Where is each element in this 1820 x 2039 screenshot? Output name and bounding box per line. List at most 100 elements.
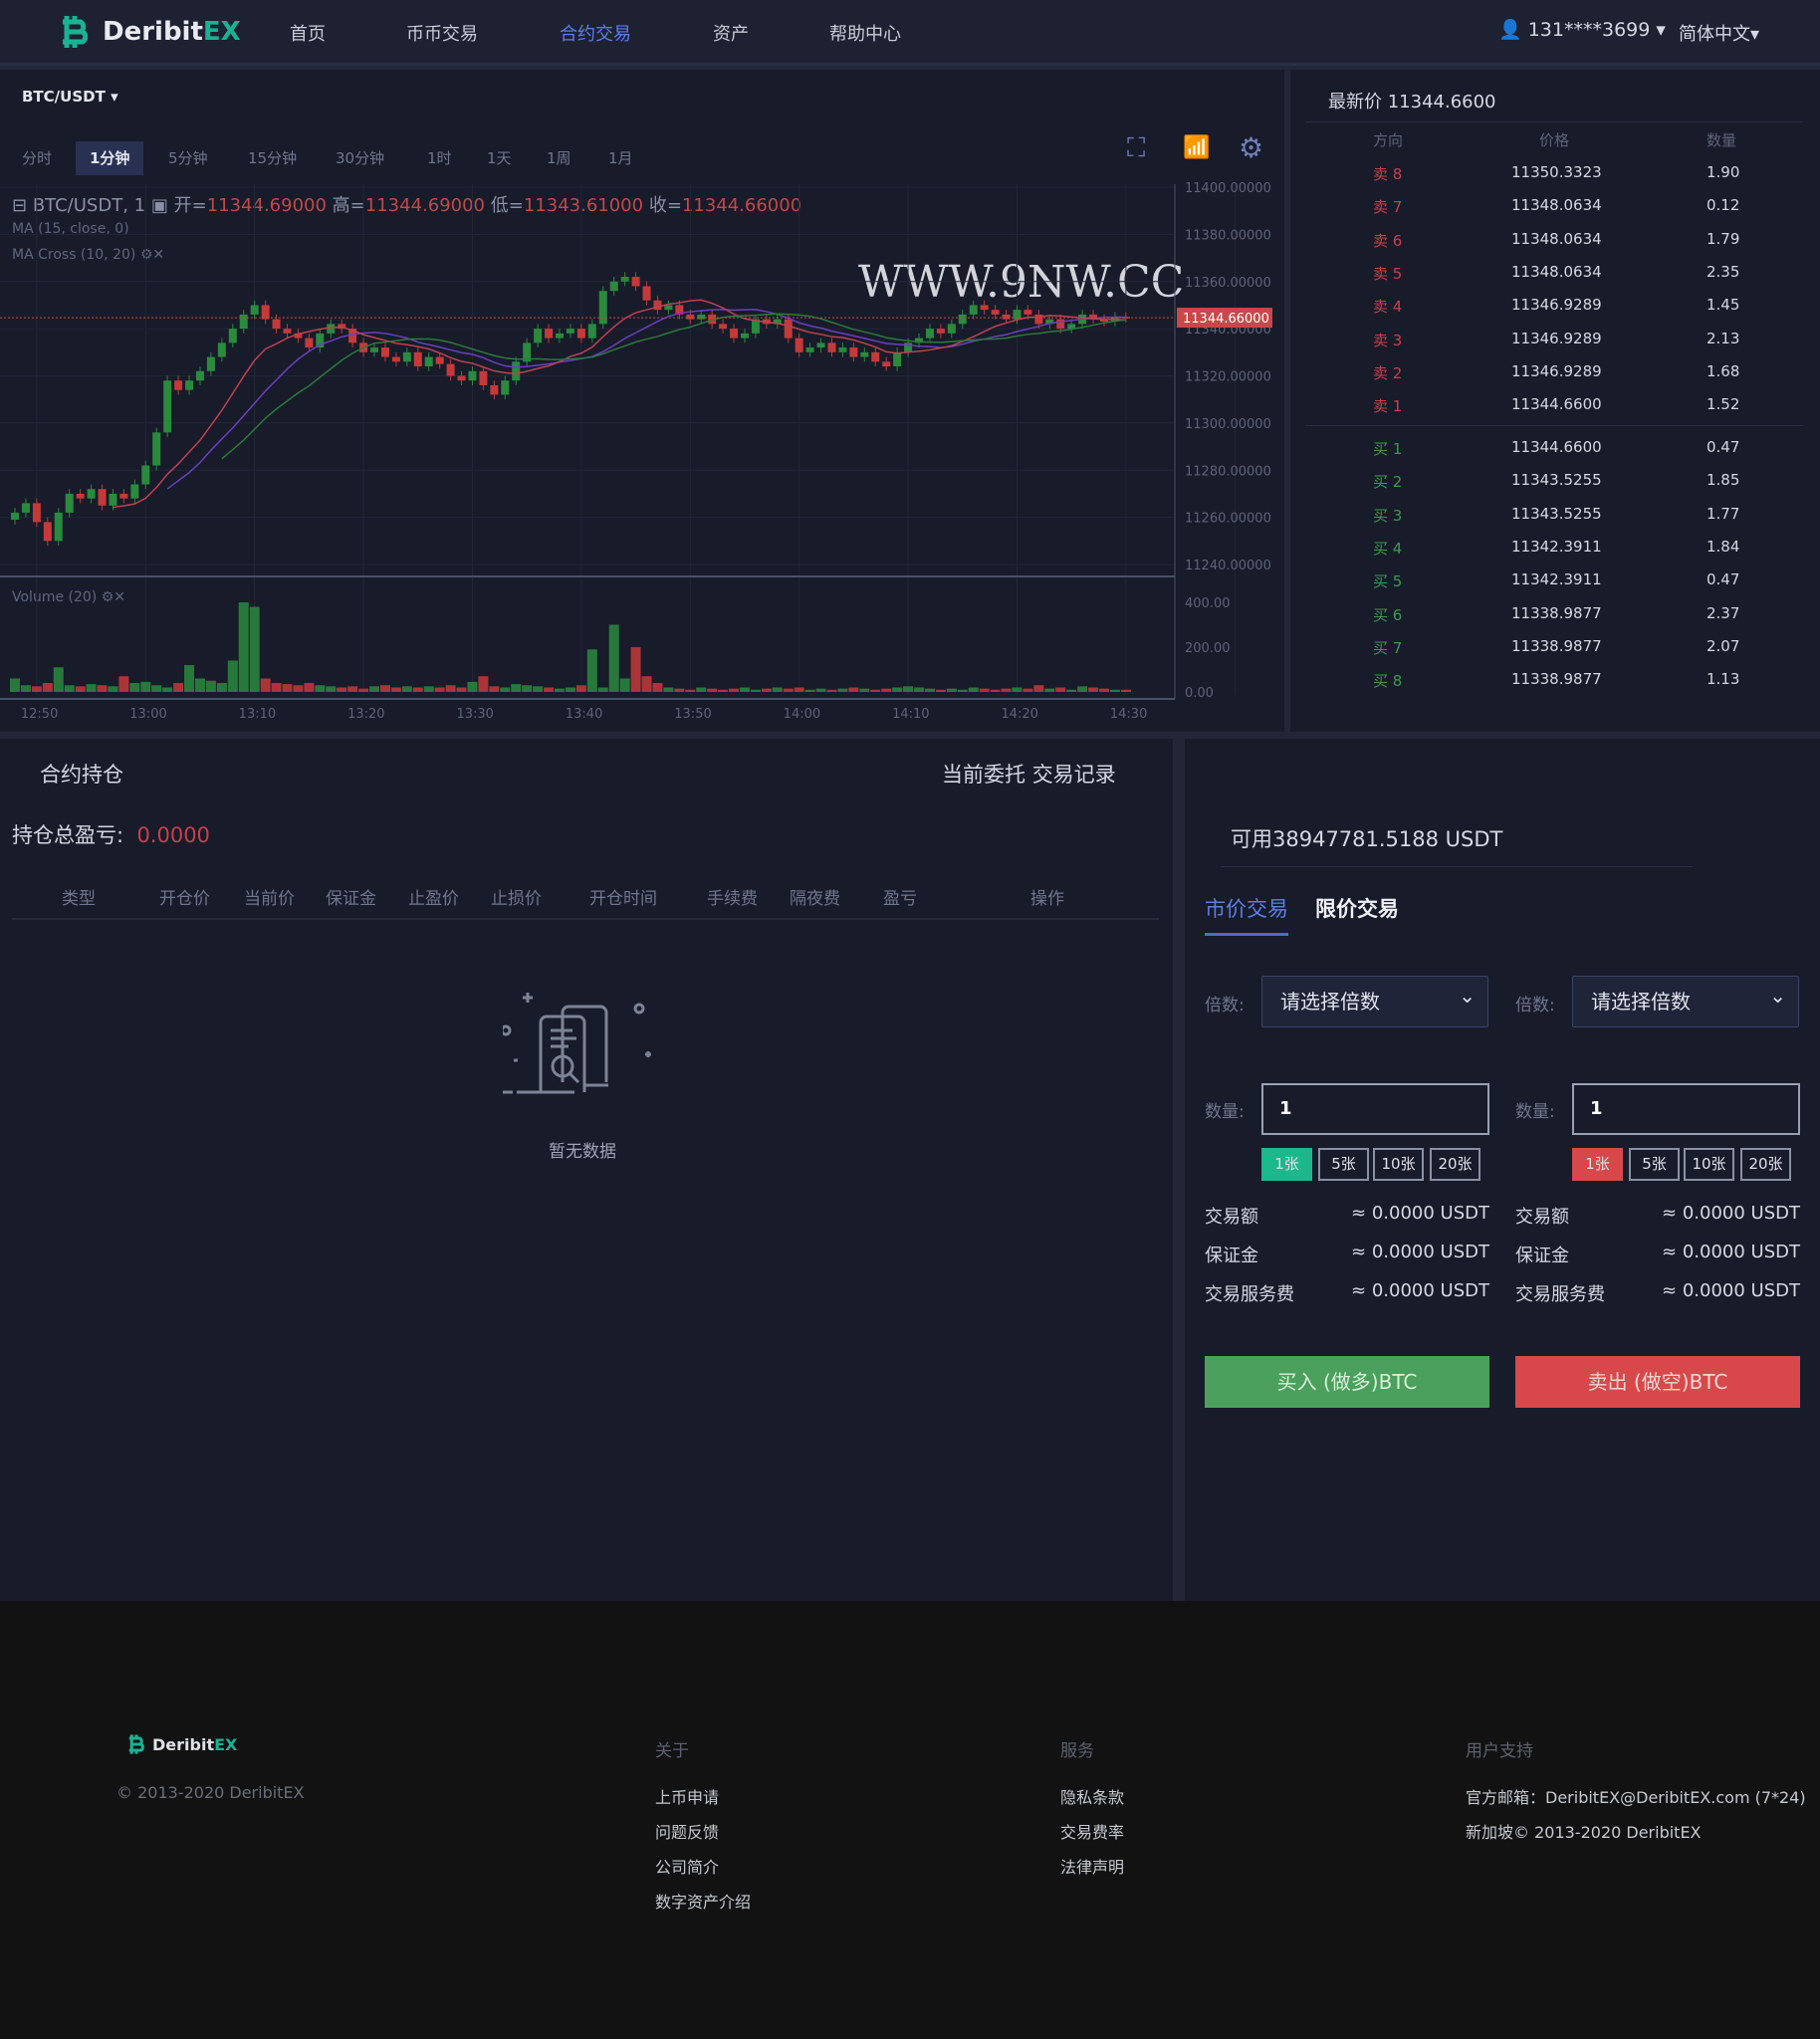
timeframe-tab[interactable]: 1时 — [427, 149, 452, 167]
volume-bar — [173, 683, 184, 692]
ask-row[interactable]: 卖 4 11346.9289 1.45 — [1290, 296, 1820, 329]
ask-row[interactable]: 卖 3 11346.9289 2.13 — [1290, 330, 1820, 362]
bid-row[interactable]: 买 7 11338.9877 2.07 — [1290, 637, 1820, 670]
user-menu[interactable]: 👤 131****3699 ▾ — [1498, 18, 1666, 41]
bid-row[interactable]: 买 8 11338.9877 1.13 — [1290, 670, 1820, 703]
support-email[interactable]: 官方邮箱：DeribitEX@DeribitEX.com (7*24) — [1466, 1788, 1806, 1807]
support-region: 新加坡© 2013-2020 DeribitEX — [1466, 1823, 1702, 1842]
tab-limit-order[interactable]: 限价交易 — [1315, 897, 1399, 921]
volume-bar — [227, 660, 238, 692]
footer-link[interactable]: 隐私条款 — [1060, 1788, 1125, 1807]
tab-open-orders[interactable]: 当前委托 — [942, 763, 1025, 787]
pair-selector[interactable]: BTC/USDT ▾ — [22, 88, 118, 106]
quantity-input[interactable]: 1 — [1261, 1083, 1489, 1135]
bid-row[interactable]: 买 5 11342.3911 0.47 — [1290, 570, 1820, 603]
settings-small-icon[interactable]: ▣ — [150, 195, 168, 216]
nav-home[interactable]: 首页 — [290, 24, 326, 45]
footer-link[interactable]: 交易费率 — [1060, 1823, 1125, 1842]
volume-bar — [434, 687, 445, 692]
volume-bar — [97, 685, 108, 692]
footer-logo[interactable]: DeribitEX — [124, 1732, 237, 1756]
quick-qty-20张[interactable]: 20张 — [1430, 1148, 1480, 1181]
timeframe-tab[interactable]: 15分钟 — [248, 149, 298, 167]
quick-qty-1张[interactable]: 1张 — [1572, 1148, 1623, 1181]
quick-qty-10张[interactable]: 10张 — [1684, 1148, 1734, 1181]
fullscreen-icon[interactable]: ⛶ — [1127, 133, 1146, 163]
divider — [12, 918, 1159, 920]
open-label: 开= — [173, 195, 207, 216]
timeframe-tab[interactable]: 分时 — [22, 149, 53, 167]
brand-logo[interactable]: DeribitEX — [55, 12, 241, 52]
ask-row[interactable]: 卖 5 11348.0634 2.35 — [1290, 263, 1820, 296]
nav-spot[interactable]: 币币交易 — [406, 24, 478, 45]
timeframe-tab[interactable]: 5分钟 — [168, 149, 208, 167]
study-settings-icon[interactable]: ⚙ — [139, 247, 153, 263]
timeframe-tab[interactable]: 1月 — [608, 149, 633, 167]
volume-bar — [674, 688, 685, 692]
ask-row[interactable]: 卖 8 11350.3323 1.90 — [1290, 163, 1820, 196]
price: 11338.9877 — [1511, 603, 1602, 622]
language-menu[interactable]: 简体中文▾ — [1679, 20, 1759, 46]
volume-bar — [412, 687, 423, 692]
collapse-icon[interactable]: ⊟ — [12, 195, 28, 216]
high-value: 11344.69000 — [364, 195, 486, 216]
volume-bar — [619, 678, 630, 692]
volume-bar — [990, 689, 1001, 692]
nav-assets[interactable]: 资产 — [713, 24, 749, 45]
candle — [882, 361, 891, 367]
bid-row[interactable]: 买 1 11344.6600 0.47 — [1290, 438, 1820, 471]
quick-qty-1张[interactable]: 1张 — [1261, 1148, 1312, 1181]
bitcoin-logo-icon — [128, 1734, 144, 1754]
price-tick-label: 11400.00000 — [1185, 181, 1271, 196]
sell-short-button[interactable]: 卖出 (做空)BTC — [1515, 1356, 1800, 1408]
ohlc-legend: ⊟ BTC/USDT, 1 ▣ 开=11344.69000 高=11344.69… — [12, 191, 801, 217]
bid-row[interactable]: 买 4 11342.3911 1.84 — [1290, 538, 1820, 570]
quick-qty-20张[interactable]: 20张 — [1740, 1148, 1791, 1181]
study-settings-icon[interactable]: ⚙ — [101, 589, 114, 605]
quick-qty-5张[interactable]: 5张 — [1318, 1148, 1369, 1181]
study-close-icon[interactable]: ✕ — [114, 589, 126, 605]
footer-link[interactable]: 法律声明 — [1060, 1858, 1125, 1877]
footer-link[interactable]: 上币申请 — [655, 1788, 720, 1807]
ask-row[interactable]: 卖 1 11344.6600 1.52 — [1290, 395, 1820, 428]
timeframe-tab[interactable]: 1周 — [547, 149, 571, 167]
study-close-icon[interactable]: ✕ — [152, 247, 165, 263]
volume-bar — [696, 687, 707, 692]
tab-trade-history[interactable]: 交易记录 — [1031, 763, 1116, 787]
volume-bar — [1088, 687, 1099, 692]
nav-help[interactable]: 帮助中心 — [829, 24, 901, 45]
footer-link[interactable]: 问题反馈 — [655, 1823, 720, 1842]
column-header: 止损价 — [491, 889, 542, 909]
tab-market-order[interactable]: 市价交易 — [1205, 893, 1288, 936]
quick-qty-5张[interactable]: 5张 — [1629, 1148, 1680, 1181]
buy-long-button[interactable]: 买入 (做多)BTC — [1205, 1356, 1489, 1408]
bid-row[interactable]: 买 3 11343.5255 1.77 — [1290, 505, 1820, 538]
timeframe-tab[interactable]: 30分钟 — [336, 149, 385, 167]
ask-row[interactable]: 卖 6 11348.0634 1.79 — [1290, 230, 1820, 263]
nav-contract[interactable]: 合约交易 — [560, 24, 631, 45]
bid-row[interactable]: 买 6 11338.9877 2.37 — [1290, 604, 1820, 637]
footer-link[interactable]: 数字资产介绍 — [655, 1893, 752, 1912]
timeframe-tab[interactable]: 1天 — [487, 149, 512, 167]
timeframe-tab[interactable]: 1分钟 — [76, 141, 144, 175]
ask-row[interactable]: 卖 2 11346.9289 1.68 — [1290, 362, 1820, 395]
settings-gear-icon[interactable]: ⚙ — [1239, 131, 1264, 164]
candle — [54, 512, 63, 542]
quantity-input[interactable]: 1 — [1572, 1083, 1800, 1135]
price: 11344.6600 — [1511, 438, 1602, 456]
bid-row[interactable]: 买 2 11343.5255 1.85 — [1290, 471, 1820, 504]
quick-qty-10张[interactable]: 10张 — [1373, 1148, 1424, 1181]
bitcoin-logo-icon — [63, 16, 89, 48]
volume-bar — [979, 688, 990, 692]
high-label: 高= — [332, 195, 365, 216]
leverage-select[interactable]: 请选择倍数 — [1572, 971, 1799, 1027]
footer-link[interactable]: 公司简介 — [655, 1858, 720, 1877]
column-header: 盈亏 — [883, 889, 917, 909]
leverage-select[interactable]: 请选择倍数 — [1261, 971, 1488, 1027]
candle — [43, 522, 52, 542]
volume-bar — [641, 676, 652, 692]
indicators-icon[interactable]: 📶 — [1183, 135, 1211, 160]
candlestick-chart[interactable]: 11400.0000011380.0000011360.0000011340.0… — [0, 70, 1284, 732]
ask-row[interactable]: 卖 7 11348.0634 0.12 — [1290, 196, 1820, 229]
info-label: 交易服务费 — [1205, 1284, 1294, 1305]
